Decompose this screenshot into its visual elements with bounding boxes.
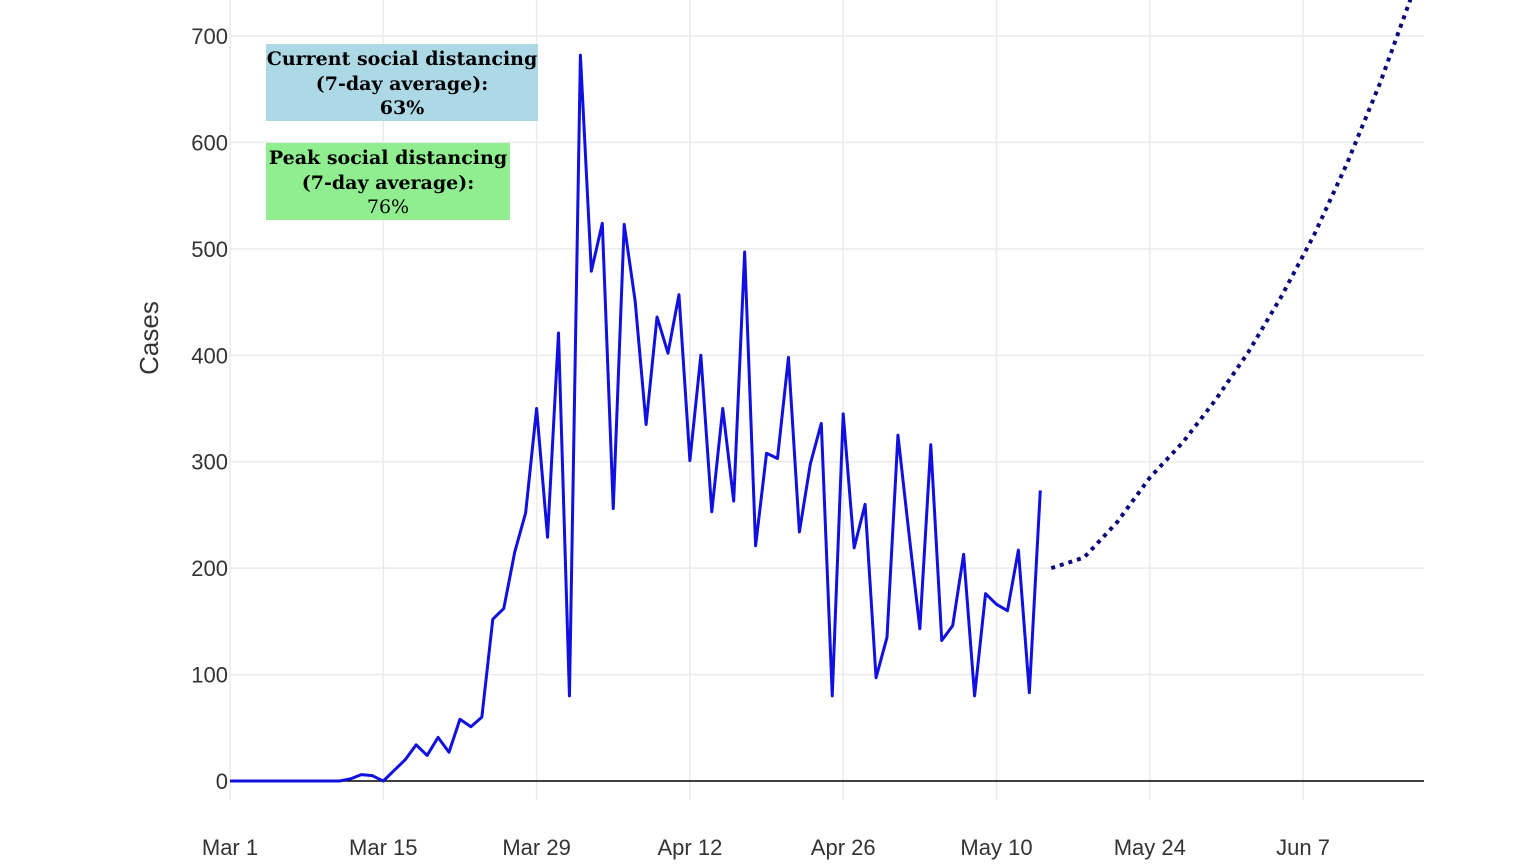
x-gridlines xyxy=(229,0,1304,800)
x-tick-label: Mar 1 xyxy=(202,835,258,860)
current-distancing-subtitle: (7-day average): xyxy=(315,72,489,95)
y-tick-label: 500 xyxy=(191,237,228,262)
current-distancing-value: 63% xyxy=(379,97,425,119)
x-tick-labels: Mar 1 Mar 15 Mar 29 Apr 12 Apr 26 May 10 May 2… xyxy=(202,835,1330,860)
projected-cases-line xyxy=(1050,0,1413,571)
y-axis-title: Cases xyxy=(134,301,164,375)
y-tick-labels: 0 100 200 300 400 500 600 700 xyxy=(191,24,228,794)
peak-distancing-subtitle: (7-day average): xyxy=(301,171,475,194)
y-tick-label: 0 xyxy=(216,769,228,794)
y-tick-label: 400 xyxy=(191,343,228,368)
y-tick-label: 600 xyxy=(191,130,228,155)
current-distancing-title: Current social distancing xyxy=(266,48,538,70)
series-group xyxy=(230,0,1413,783)
x-tick-label: Mar 15 xyxy=(349,835,417,860)
peak-distancing-title: Peak social distancing xyxy=(268,147,508,169)
x-tick-label: Mar 29 xyxy=(502,835,570,860)
y-tick-label: 200 xyxy=(191,556,228,581)
y-tick-label: 700 xyxy=(191,24,228,49)
x-tick-label: Jun 7 xyxy=(1276,835,1330,860)
y-gridlines xyxy=(230,35,1424,676)
y-tick-label: 100 xyxy=(191,663,228,688)
y-tick-label: 300 xyxy=(191,450,228,475)
observed-cases-line xyxy=(230,53,1042,783)
current-social-distancing-box: Current social distancing (7-day average… xyxy=(266,44,538,121)
x-tick-label: May 24 xyxy=(1114,835,1186,860)
x-tick-label: Apr 12 xyxy=(657,835,722,860)
x-tick-label: May 10 xyxy=(960,835,1032,860)
x-tick-label: Apr 26 xyxy=(811,835,876,860)
peak-distancing-value: 76% xyxy=(366,196,410,218)
peak-social-distancing-box: Peak social distancing (7-day average): … xyxy=(266,143,510,220)
